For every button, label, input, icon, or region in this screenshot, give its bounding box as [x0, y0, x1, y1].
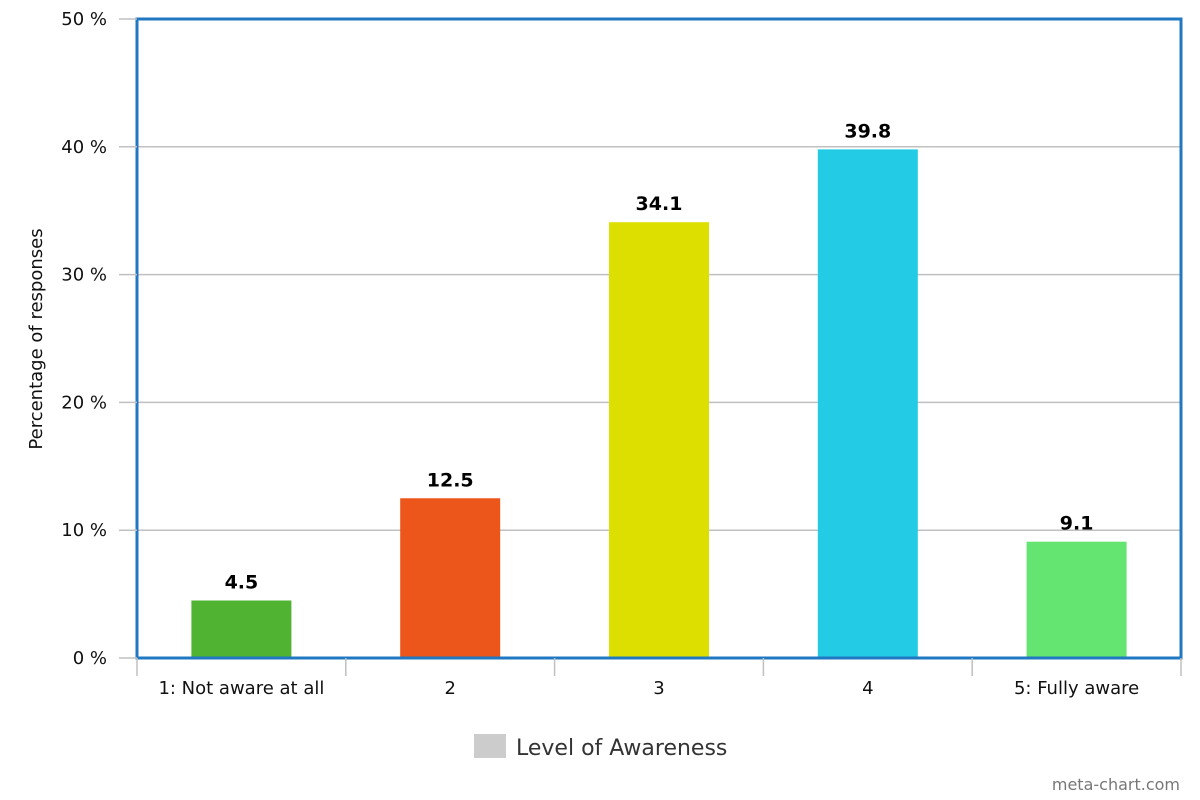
y-axis-title: Percentage of responses: [26, 228, 47, 449]
bar[interactable]: [609, 222, 709, 658]
bars: [191, 149, 1127, 658]
y-tick-label: 30 %: [61, 265, 107, 286]
x-tick-label: 5: Fully aware: [1014, 678, 1139, 699]
bar[interactable]: [191, 600, 292, 658]
data-labels: 4.5 12.5 34.1 39.8 9.1: [225, 120, 1094, 593]
y-axis: 0 % 10 % 20 % 30 % 40 % 50 %: [61, 9, 137, 669]
y-tick-label: 20 %: [61, 392, 107, 413]
bar-value-label: 9.1: [1060, 513, 1094, 535]
y-tick-label: 50 %: [61, 9, 107, 30]
bar-value-label: 4.5: [225, 571, 259, 593]
x-tick-label: 4: [862, 678, 873, 699]
legend-swatch[interactable]: [474, 734, 506, 758]
credit-link[interactable]: meta-chart.com: [1052, 775, 1180, 794]
bar[interactable]: [1026, 541, 1127, 658]
bar[interactable]: [817, 149, 918, 658]
x-tick-label: 1: Not aware at all: [158, 678, 324, 699]
bar-value-label: 39.8: [844, 120, 891, 142]
y-tick-label: 0 %: [73, 648, 107, 669]
y-tick-label: 10 %: [61, 520, 107, 541]
legend-label[interactable]: Level of Awareness: [516, 736, 727, 761]
bar[interactable]: [400, 498, 501, 658]
x-axis: 1: Not aware at all 2 3 4 5: Fully aware: [136, 658, 1182, 699]
bar-value-label: 34.1: [636, 193, 683, 215]
x-tick-label: 3: [653, 678, 664, 699]
y-tick-label: 40 %: [61, 137, 107, 158]
bar-value-label: 12.5: [427, 469, 474, 491]
legend[interactable]: Level of Awareness: [474, 734, 727, 761]
x-tick-label: 2: [444, 678, 455, 699]
plot-border: [135, 17, 1183, 660]
